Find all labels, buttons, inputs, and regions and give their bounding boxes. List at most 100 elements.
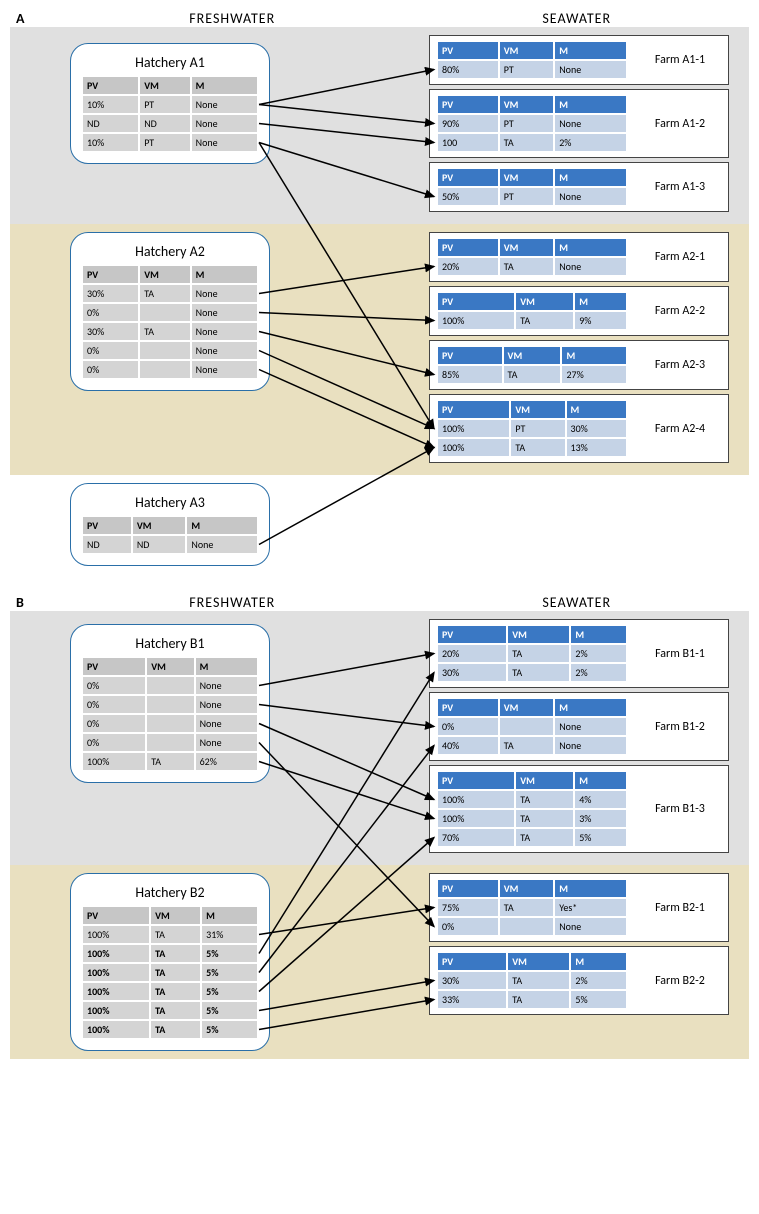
farm-box: PVVMM30%TA2%33%TA5%Farm B2-2 xyxy=(429,946,729,1015)
data-table: PVVMM100%TA31%100%TA5%100%TA5%100%TA5%10… xyxy=(81,905,259,1040)
data-cell: 4% xyxy=(575,791,626,808)
data-cell: 100 xyxy=(438,134,498,151)
data-cell xyxy=(147,696,193,713)
data-cell: None xyxy=(196,734,257,751)
data-table: PVVMM30%TANone0%None30%TANone0%None0%Non… xyxy=(81,264,259,380)
data-cell xyxy=(140,342,189,359)
hatchery-title: Hatchery A3 xyxy=(81,494,259,511)
farms-column: PVVMM20%TANoneFarm A2-1PVVMM100%TA9%Farm… xyxy=(429,232,729,467)
farm-box: PVVMM75%TAYes*0%NoneFarm B2-1 xyxy=(429,873,729,942)
data-cell: PT xyxy=(500,61,553,78)
panel-A: AFRESHWATERSEAWATERHatchery A1PVVMM10%PT… xyxy=(10,10,749,574)
data-cell: 33% xyxy=(438,991,506,1008)
col-header: VM xyxy=(500,239,553,256)
region: Hatchery A2PVVMM30%TANone0%None30%TANone… xyxy=(10,224,749,475)
data-cell: TA xyxy=(516,829,573,846)
farm-label: Farm A2-3 xyxy=(640,358,720,372)
data-table: PVVMM90%PTNone100TA2% xyxy=(436,94,628,153)
farm-label: Farm A1-3 xyxy=(640,180,720,194)
data-table: PVVMM80%PTNone xyxy=(436,40,628,80)
data-cell xyxy=(500,918,553,935)
data-cell: 13% xyxy=(567,439,626,456)
data-cell: 20% xyxy=(438,258,498,275)
data-cell: 100% xyxy=(83,945,149,962)
data-table: PVVMM10%PTNoneNDNDNone10%PTNone xyxy=(81,75,259,153)
col-header: M xyxy=(555,96,626,113)
farm-label: Farm A2-1 xyxy=(640,250,720,264)
col-header: M xyxy=(575,293,626,310)
data-table: PVVMM75%TAYes*0%None xyxy=(436,878,628,937)
data-cell: PT xyxy=(500,188,553,205)
data-table: PVVMM0%None40%TANone xyxy=(436,697,628,756)
farm-box: PVVMM100%PT30%100%TA13%Farm A2-4 xyxy=(429,394,729,463)
data-cell: None xyxy=(555,918,626,935)
farm-label: Farm B1-2 xyxy=(640,720,720,734)
farm-label: Farm A2-2 xyxy=(640,304,720,318)
col-header: M xyxy=(555,239,626,256)
data-cell: 5% xyxy=(202,964,257,981)
farm-box: PVVMM100%TA9% Farm A2-2 xyxy=(429,286,729,336)
col-header: VM xyxy=(500,169,553,186)
hatchery-box: Hatchery A3PVVMMNDNDNone xyxy=(70,483,270,566)
data-cell: 5% xyxy=(571,991,626,1008)
data-cell: 0% xyxy=(83,677,145,694)
data-cell: TA xyxy=(500,737,553,754)
region: Hatchery B1PVVMM0%None0%None0%None0%None… xyxy=(10,611,749,865)
data-cell: 2% xyxy=(555,134,626,151)
data-cell: 0% xyxy=(83,304,138,321)
data-cell: TA xyxy=(147,753,193,770)
col-header: PV xyxy=(83,77,138,94)
data-cell: 100% xyxy=(438,791,514,808)
farm-box: PVVMM20%TANoneFarm A2-1 xyxy=(429,232,729,282)
data-table: PVVMM100%TA4%100%TA3%70%TA5% xyxy=(436,770,628,848)
data-cell: PT xyxy=(140,96,189,113)
data-cell: 0% xyxy=(438,918,498,935)
data-cell: 100% xyxy=(438,439,509,456)
header-seawater: SEAWATER xyxy=(405,10,750,27)
data-cell: TA xyxy=(151,964,200,981)
panel-B: BFRESHWATERSEAWATERHatchery B1PVVMM0%Non… xyxy=(10,594,749,1059)
data-cell: TA xyxy=(151,1021,200,1038)
col-header: PV xyxy=(438,239,498,256)
data-cell: PT xyxy=(511,420,564,437)
col-header: PV xyxy=(83,907,149,924)
data-cell: 0% xyxy=(83,734,145,751)
col-header: PV xyxy=(438,880,498,897)
data-cell: 62% xyxy=(196,753,257,770)
farm-label: Farm A2-4 xyxy=(640,422,720,436)
data-cell: 40% xyxy=(438,737,498,754)
data-cell xyxy=(140,361,189,378)
data-cell: None xyxy=(192,285,257,302)
col-header: VM xyxy=(500,42,553,59)
data-table: PVVMM20%TANone xyxy=(436,237,628,277)
data-cell: TA xyxy=(140,285,189,302)
data-cell: TA xyxy=(508,991,569,1008)
col-header: VM xyxy=(511,401,564,418)
col-header: M xyxy=(575,772,626,789)
hatchery-title: Hatchery B2 xyxy=(81,884,259,901)
column-headers: FRESHWATERSEAWATER xyxy=(60,594,749,611)
data-cell: 2% xyxy=(571,972,626,989)
region: Hatchery B2PVVMM100%TA31%100%TA5%100%TA5… xyxy=(10,865,749,1059)
data-cell: 5% xyxy=(202,983,257,1000)
data-cell: ND xyxy=(133,536,186,553)
farm-box: PVVMM20%TA2%30%TA2%Farm B1-1 xyxy=(429,619,729,688)
data-cell: TA xyxy=(508,645,569,662)
data-cell xyxy=(140,304,189,321)
panel-label: B xyxy=(16,594,24,611)
data-cell: 80% xyxy=(438,61,498,78)
data-cell: None xyxy=(192,96,257,113)
data-table: PVVMM100%TA9% xyxy=(436,291,628,331)
data-cell xyxy=(147,734,193,751)
data-cell: None xyxy=(192,323,257,340)
data-cell: 30% xyxy=(438,972,506,989)
data-cell: 100% xyxy=(83,983,149,1000)
col-header: M xyxy=(192,77,257,94)
col-header: PV xyxy=(438,42,498,59)
col-header: VM xyxy=(508,953,569,970)
farm-box: PVVMM85%TA27%Farm A2-3 xyxy=(429,340,729,390)
data-cell: 2% xyxy=(571,664,626,681)
data-cell: 90% xyxy=(438,115,498,132)
data-cell: TA xyxy=(516,791,573,808)
header-seawater: SEAWATER xyxy=(405,594,750,611)
